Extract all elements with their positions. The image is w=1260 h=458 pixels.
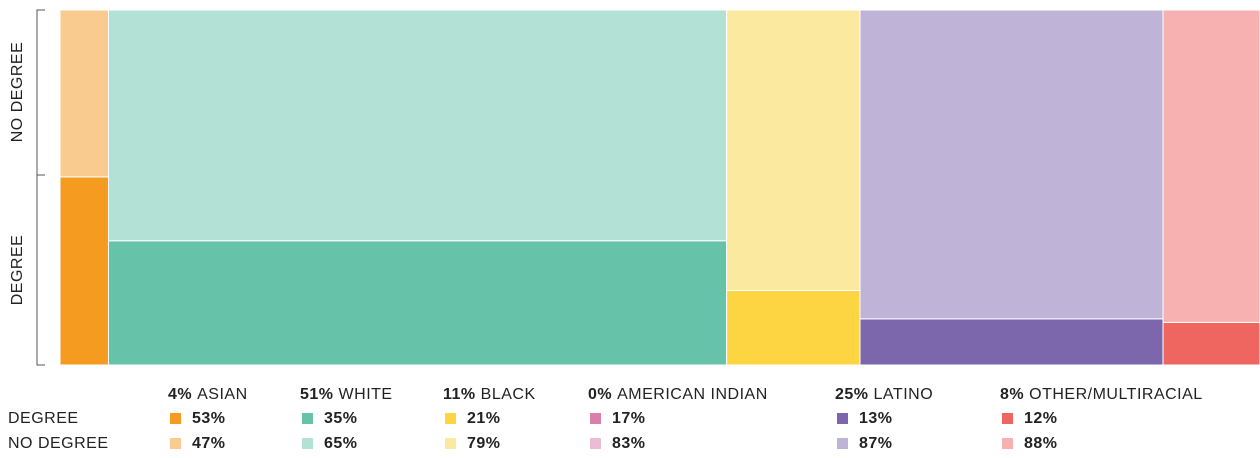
share-label: 0% [588, 386, 612, 403]
row-label: NO DEGREE [8, 435, 109, 452]
value-label: 87% [859, 435, 893, 452]
legend-swatch [1002, 438, 1013, 449]
value-label: 35% [324, 410, 358, 427]
y-label: DEGREE [9, 235, 26, 306]
cell [726, 9, 861, 291]
value-label: 79% [467, 435, 501, 452]
legend-header: 25% LATINO [835, 386, 933, 403]
cell [859, 318, 1164, 366]
row-label: DEGREE [8, 410, 79, 427]
category-label: WHITE [339, 386, 393, 403]
value-label: 13% [859, 410, 893, 427]
value-label: 21% [467, 410, 501, 427]
share-label: 11% [443, 386, 476, 403]
legend-swatch [302, 413, 313, 424]
share-label: 8% [1000, 386, 1024, 403]
value-label: 88% [1024, 435, 1058, 452]
legend-header: 4% ASIAN [168, 386, 248, 403]
y-bracket [36, 9, 45, 366]
legend-swatch [837, 413, 848, 424]
value-label: 47% [192, 435, 226, 452]
legend-swatch [590, 438, 601, 449]
value-label: 17% [612, 410, 646, 427]
y-label: NO DEGREE [9, 42, 26, 143]
cell [1162, 9, 1260, 323]
legend-header: 11% BLACK [443, 386, 536, 403]
bracket-line [36, 9, 45, 366]
legend-swatch [170, 438, 181, 449]
legend-swatch [302, 438, 313, 449]
value-label: 12% [1024, 410, 1058, 427]
share-label: 4% [168, 386, 192, 403]
legend-swatch [170, 413, 181, 424]
legend-swatch [445, 413, 456, 424]
category-label: OTHER/MULTIRACIAL [1029, 386, 1203, 403]
category-label: BLACK [481, 386, 536, 403]
cell [859, 9, 1164, 320]
cell [107, 240, 728, 366]
value-label: 53% [192, 410, 226, 427]
legend-header: 8% OTHER/MULTIRACIAL [1000, 386, 1203, 403]
category-label: LATINO [874, 386, 934, 403]
value-label: 83% [612, 435, 646, 452]
share-label: 51% [300, 386, 334, 403]
legend-swatch [590, 413, 601, 424]
category-label: AMERICAN INDIAN [617, 386, 768, 403]
value-label: 65% [324, 435, 358, 452]
share-label: 25% [835, 386, 869, 403]
legend-swatch [837, 438, 848, 449]
cell [1162, 321, 1260, 366]
cell [107, 9, 728, 242]
legend-header: 0% AMERICAN INDIAN [588, 386, 768, 403]
legend-swatch [445, 438, 456, 449]
legend-header: 51% WHITE [300, 386, 393, 403]
category-label: ASIAN [197, 386, 248, 403]
cell [726, 289, 861, 366]
cell [59, 176, 109, 366]
cell [59, 9, 109, 178]
legend-swatch [1002, 413, 1013, 424]
